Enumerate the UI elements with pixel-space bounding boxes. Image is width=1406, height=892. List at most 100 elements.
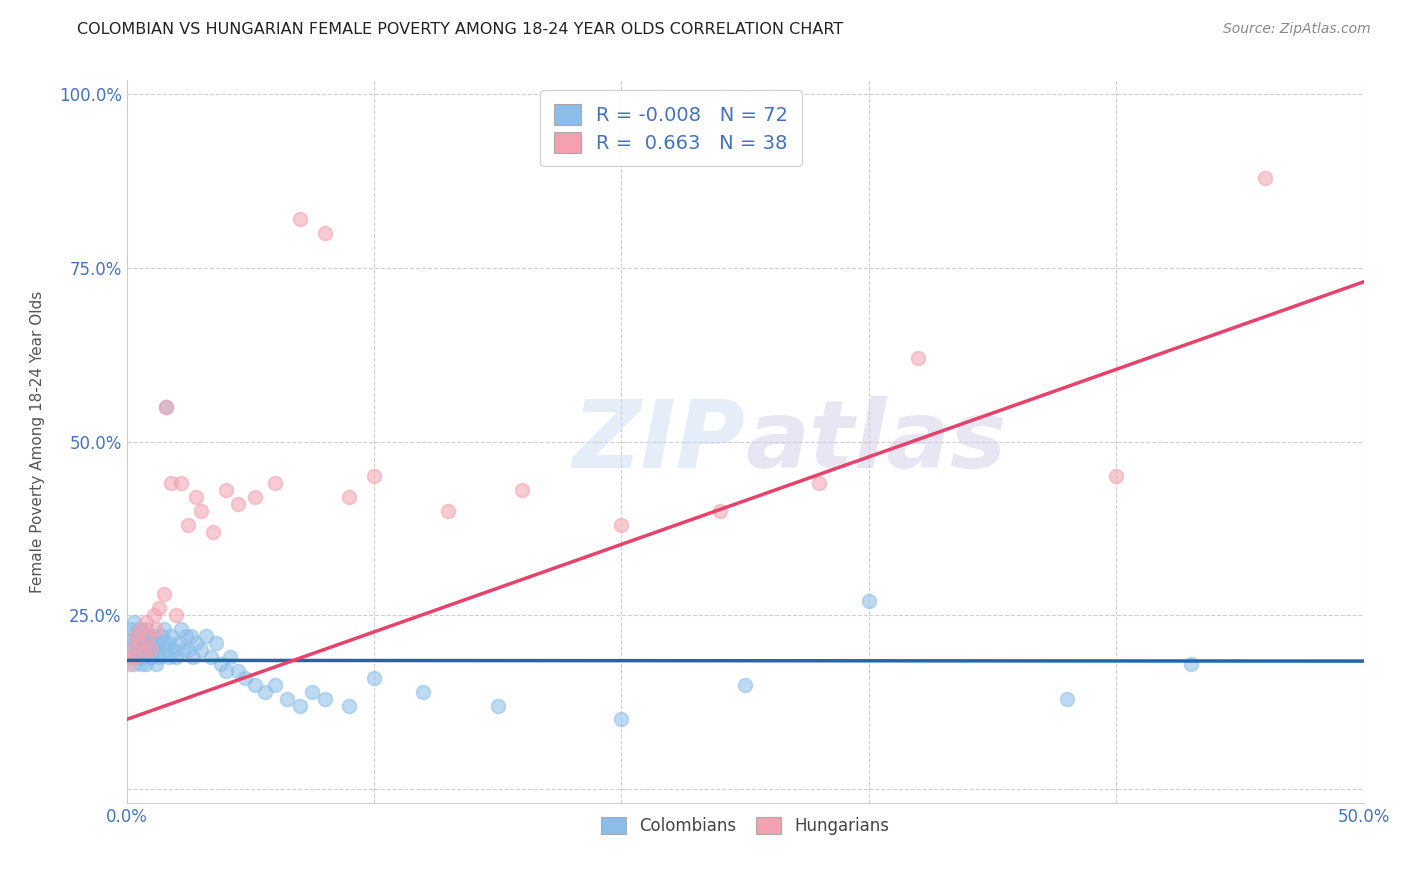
Text: atlas: atlas [745, 395, 1007, 488]
Point [148, 643, 170, 657]
Point [118, 629, 141, 643]
Point [172, 643, 194, 657]
Point [512, 483, 534, 498]
Point [155, 400, 177, 414]
Point [135, 636, 157, 650]
Point [1254, 170, 1277, 185]
Point [264, 678, 287, 692]
Point [145, 657, 167, 671]
Point [363, 469, 385, 483]
Point [412, 684, 434, 698]
Point [160, 629, 183, 643]
Point [145, 636, 167, 650]
Point [190, 643, 212, 657]
Point [363, 671, 385, 685]
Point [148, 649, 170, 664]
Point [314, 691, 336, 706]
Point [734, 678, 756, 692]
Point [132, 643, 155, 657]
Point [150, 629, 173, 643]
Point [907, 351, 929, 366]
Point [170, 622, 193, 636]
Point [157, 636, 180, 650]
Point [245, 490, 267, 504]
Point [183, 649, 205, 664]
Point [118, 657, 141, 671]
Point [131, 643, 153, 657]
Point [219, 649, 242, 664]
Point [135, 622, 157, 636]
Point [202, 524, 225, 539]
Point [141, 643, 163, 657]
Point [142, 608, 165, 623]
Point [170, 476, 193, 491]
Point [165, 649, 187, 664]
Point [132, 649, 155, 664]
Point [125, 629, 148, 643]
Point [121, 622, 143, 636]
Point [204, 636, 226, 650]
Point [122, 657, 145, 671]
Point [128, 636, 150, 650]
Point [125, 643, 148, 657]
Text: ZIP: ZIP [572, 395, 745, 488]
Point [177, 517, 200, 532]
Point [858, 594, 880, 608]
Point [1180, 657, 1202, 671]
Point [610, 517, 633, 532]
Point [254, 684, 277, 698]
Point [131, 622, 153, 636]
Point [177, 643, 200, 657]
Point [138, 629, 160, 643]
Point [122, 636, 145, 650]
Point [162, 643, 184, 657]
Point [610, 713, 633, 727]
Point [125, 629, 148, 643]
Point [167, 636, 190, 650]
Point [121, 649, 143, 664]
Point [437, 504, 460, 518]
Point [118, 643, 141, 657]
Point [194, 629, 217, 643]
Point [184, 490, 207, 504]
Point [157, 649, 180, 664]
Point [128, 622, 150, 636]
Point [190, 504, 212, 518]
Point [142, 643, 165, 657]
Point [132, 629, 155, 643]
Point [486, 698, 509, 713]
Point [131, 657, 153, 671]
Y-axis label: Female Poverty Among 18-24 Year Olds: Female Poverty Among 18-24 Year Olds [30, 291, 45, 592]
Point [314, 226, 336, 240]
Point [288, 212, 311, 227]
Point [122, 649, 145, 664]
Point [121, 643, 143, 657]
Point [214, 483, 236, 498]
Point [245, 678, 267, 692]
Point [155, 643, 177, 657]
Point [808, 476, 831, 491]
Point [276, 691, 298, 706]
Point [226, 664, 249, 678]
Point [264, 476, 287, 491]
Point [226, 497, 249, 511]
Point [165, 608, 187, 623]
Point [152, 622, 174, 636]
Legend: Colombians, Hungarians: Colombians, Hungarians [595, 810, 896, 841]
Point [288, 698, 311, 713]
Point [128, 649, 150, 664]
Point [301, 684, 323, 698]
Text: Source: ZipAtlas.com: Source: ZipAtlas.com [1223, 22, 1371, 37]
Point [142, 629, 165, 643]
Point [209, 657, 232, 671]
Point [145, 622, 167, 636]
Point [337, 490, 360, 504]
Point [152, 636, 174, 650]
Point [1105, 469, 1128, 483]
Point [141, 636, 163, 650]
Point [141, 649, 163, 664]
Point [128, 636, 150, 650]
Point [337, 698, 360, 713]
Point [135, 615, 157, 630]
Point [138, 643, 160, 657]
